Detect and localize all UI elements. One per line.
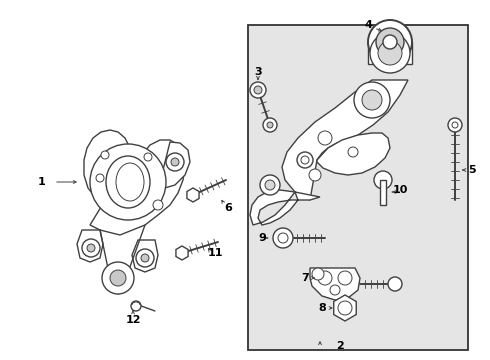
Circle shape (318, 131, 332, 145)
Text: 12: 12 (125, 315, 141, 325)
Circle shape (260, 175, 280, 195)
Text: 2: 2 (336, 341, 344, 351)
Text: 9: 9 (258, 233, 266, 243)
Circle shape (96, 174, 104, 182)
Circle shape (376, 28, 404, 56)
Circle shape (82, 239, 100, 257)
Circle shape (448, 118, 462, 132)
Circle shape (87, 244, 95, 252)
Circle shape (338, 271, 352, 285)
Text: 8: 8 (318, 303, 326, 313)
Circle shape (136, 249, 154, 267)
Polygon shape (77, 230, 103, 262)
Circle shape (102, 262, 134, 294)
Polygon shape (250, 190, 320, 225)
Circle shape (388, 277, 402, 291)
Text: 4: 4 (364, 20, 372, 30)
Text: 10: 10 (392, 185, 408, 195)
Polygon shape (317, 133, 390, 175)
Polygon shape (334, 295, 356, 321)
Text: 3: 3 (254, 67, 262, 77)
Circle shape (383, 35, 397, 49)
Polygon shape (282, 80, 408, 200)
Ellipse shape (106, 156, 150, 208)
Circle shape (370, 33, 410, 73)
Circle shape (273, 228, 293, 248)
Polygon shape (368, 42, 412, 64)
Text: 1: 1 (38, 177, 46, 187)
Polygon shape (187, 188, 199, 202)
Polygon shape (310, 268, 360, 300)
Circle shape (378, 41, 402, 65)
Circle shape (338, 301, 352, 315)
Circle shape (250, 82, 266, 98)
Circle shape (297, 152, 313, 168)
Circle shape (330, 285, 340, 295)
Text: 5: 5 (468, 165, 476, 175)
Circle shape (301, 156, 309, 164)
Circle shape (131, 301, 141, 311)
Circle shape (254, 86, 262, 94)
Circle shape (144, 153, 152, 161)
Circle shape (110, 270, 126, 286)
Circle shape (267, 122, 273, 128)
Circle shape (312, 268, 324, 280)
Circle shape (153, 200, 163, 210)
Circle shape (166, 153, 184, 171)
Polygon shape (380, 180, 386, 205)
Circle shape (368, 20, 412, 64)
Circle shape (309, 169, 321, 181)
Text: 11: 11 (207, 248, 223, 258)
Circle shape (90, 144, 166, 220)
Circle shape (263, 118, 277, 132)
Text: 6: 6 (224, 203, 232, 213)
Circle shape (141, 254, 149, 262)
Circle shape (318, 271, 332, 285)
Polygon shape (176, 246, 188, 260)
Circle shape (101, 151, 109, 159)
Circle shape (452, 122, 458, 128)
Bar (248, 25, 468, 350)
Circle shape (374, 171, 392, 189)
Polygon shape (132, 240, 158, 272)
Circle shape (278, 233, 288, 243)
Circle shape (265, 180, 275, 190)
Polygon shape (84, 130, 185, 235)
Text: 7: 7 (301, 273, 309, 283)
Ellipse shape (116, 163, 144, 201)
Polygon shape (158, 142, 190, 190)
Circle shape (348, 147, 358, 157)
Circle shape (362, 90, 382, 110)
Circle shape (171, 158, 179, 166)
Circle shape (354, 82, 390, 118)
